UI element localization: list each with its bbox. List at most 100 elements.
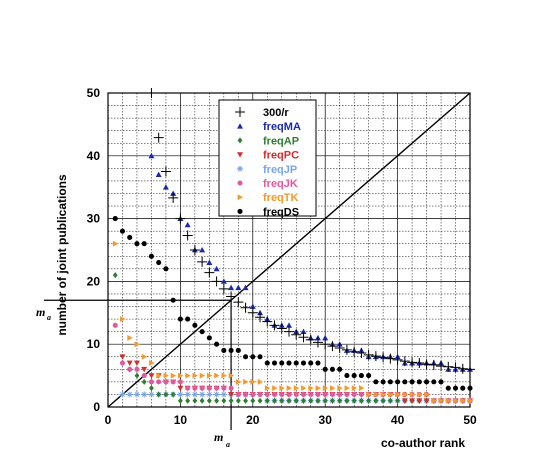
data-point: [235, 347, 241, 354]
data-point: [257, 354, 263, 360]
data-point: [185, 316, 191, 322]
data-point: [235, 378, 242, 385]
legend-entry: freqMA: [237, 121, 301, 133]
data-point: [178, 372, 184, 379]
data-point: [305, 334, 316, 345]
data-point: [220, 278, 227, 284]
data-point: [262, 316, 273, 327]
data-point: [160, 166, 171, 177]
data-point: [291, 329, 302, 340]
series-freqjk: [112, 322, 473, 404]
legend-entry: freqPC: [237, 150, 299, 162]
series-freqtk: [112, 240, 473, 404]
tick-labels: 0 10 20 30 40 50 0 10 20 30 40 50: [87, 86, 477, 427]
data-point: [423, 398, 430, 404]
data-point: [366, 391, 372, 398]
data-point: [141, 373, 147, 379]
data-point: [385, 353, 396, 364]
data-point: [148, 391, 155, 398]
data-point: [163, 372, 169, 379]
x-tick-label: 40: [391, 413, 405, 427]
data-point: [250, 397, 256, 404]
y-tick-label: 10: [87, 337, 101, 351]
x-tick-label: 0: [105, 413, 112, 427]
data-point: [250, 391, 256, 397]
data-point: [271, 360, 278, 366]
data-point: [387, 397, 393, 404]
data-point: [189, 245, 200, 255]
y-axis-label: number of joint publications: [55, 174, 69, 336]
legend-marker: [237, 194, 243, 201]
data-point: [421, 359, 432, 370]
data-point: [373, 379, 379, 385]
data-point: [428, 359, 439, 370]
data-point: [457, 363, 468, 374]
data-point: [387, 379, 393, 385]
data-point: [279, 360, 285, 366]
data-point: [438, 379, 444, 385]
y-tick-label: 20: [87, 274, 101, 288]
data-point: [218, 283, 229, 294]
data-point: [184, 221, 191, 228]
data-point: [141, 353, 148, 360]
legend-entry: freqTK: [237, 192, 299, 204]
data-point: [149, 360, 155, 367]
legend-label: freqJK: [263, 178, 298, 190]
data-point: [370, 351, 381, 362]
data-point: [199, 397, 205, 404]
data-point: [450, 362, 461, 373]
data-point: [211, 276, 222, 287]
data-point: [351, 385, 358, 392]
data-point: [344, 391, 350, 397]
legend-entry: freqJK: [237, 178, 298, 190]
data-point: [300, 328, 307, 335]
data-point: [204, 267, 215, 278]
data-point: [184, 391, 191, 398]
data-point: [322, 385, 329, 392]
data-point: [409, 398, 416, 404]
data-point: [141, 241, 147, 247]
data-point: [358, 373, 364, 379]
data-point: [182, 230, 193, 241]
data-point: [337, 391, 343, 397]
data-point: [250, 378, 256, 385]
data-point: [329, 391, 335, 397]
data-point: [126, 391, 133, 398]
data-point: [351, 397, 357, 404]
data-point: [443, 361, 454, 372]
data-point: [185, 372, 191, 379]
data-point: [112, 216, 118, 222]
data-point: [424, 391, 430, 398]
ma-guides: [44, 299, 232, 430]
data-point: [255, 312, 266, 323]
data-point: [148, 373, 155, 379]
data-point: [344, 397, 350, 404]
data-point: [351, 373, 357, 379]
data-point: [220, 391, 227, 398]
data-point: [249, 303, 256, 309]
data-point: [402, 391, 408, 398]
data-point: [359, 397, 364, 404]
legend-marker: [237, 123, 243, 129]
legend-label: freqJP: [263, 164, 297, 176]
data-point: [213, 265, 220, 272]
data-point: [126, 360, 133, 367]
data-point: [112, 272, 118, 279]
data-point: [395, 391, 401, 398]
data-point: [344, 385, 350, 392]
data-point: [192, 397, 198, 404]
data-point: [153, 132, 164, 143]
legend-label: 300/r: [263, 107, 289, 119]
data-point: [337, 397, 343, 404]
ma-label-x-main: m: [214, 430, 223, 444]
ma-label-x: m a: [214, 430, 230, 449]
plot-border: [107, 92, 471, 408]
series-freqap: [112, 272, 473, 404]
data-point: [228, 284, 235, 291]
data-point: [264, 385, 271, 392]
data-point: [366, 373, 372, 379]
data-point: [214, 341, 220, 347]
data-point: [387, 391, 394, 398]
data-point: [133, 391, 140, 398]
